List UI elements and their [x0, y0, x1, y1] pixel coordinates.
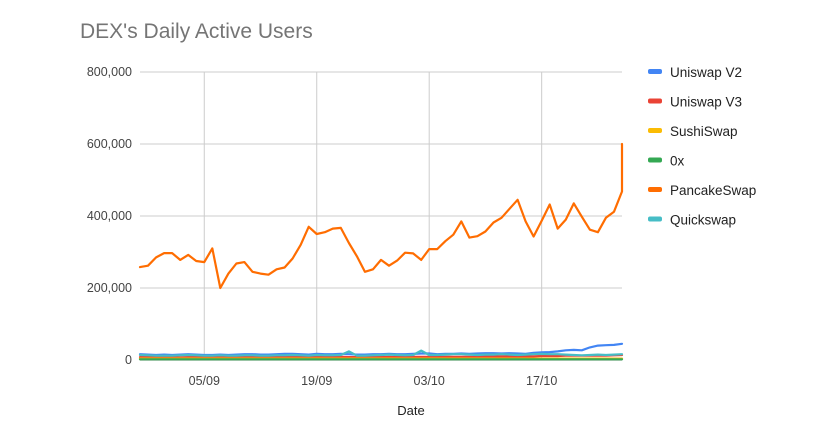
series-line-quickswap [138, 349, 624, 357]
series-line-uniswap-v3 [138, 353, 624, 359]
x-tick-label: 17/10 [526, 374, 557, 388]
axis-layer: 0 200,000 400,000 600,000 800,000 05/09 19/09 0… [87, 65, 558, 418]
legend-swatch-quickswap [648, 216, 662, 222]
series-layer [138, 142, 624, 361]
x-tick-label: 05/09 [189, 374, 220, 388]
legend-label-uniswap-v2: Uniswap V2 [670, 65, 742, 80]
legend-layer: Uniswap V2 Uniswap V3 SushiSwap 0x PancakeSw… [648, 65, 756, 228]
legend-swatch-0x [648, 157, 662, 163]
y-tick-label: 400,000 [87, 209, 132, 223]
legend-label-0x: 0x [670, 154, 685, 169]
chart-title: DEX's Daily Active Users [80, 20, 313, 43]
legend-swatch-uniswap-v2 [648, 69, 662, 74]
y-tick-label: 600,000 [87, 137, 132, 151]
y-tick-label: 200,000 [87, 281, 132, 295]
legend-swatch-sushiswap [648, 128, 662, 133]
legend-swatch-uniswap-v3 [648, 98, 662, 104]
grid-layer [140, 71, 622, 361]
x-tick-label: 19/09 [301, 374, 332, 388]
legend-label-sushiswap: SushiSwap [670, 124, 738, 139]
legend-label-quickswap: Quickswap [670, 213, 736, 228]
y-tick-label: 800,000 [87, 65, 132, 79]
x-axis-title: Date [397, 403, 424, 418]
legend-label-pancakeswap: PancakeSwap [670, 183, 756, 198]
legend-swatch-pancakeswap [648, 187, 662, 192]
series-line-pancakeswap [138, 142, 624, 290]
legend-label-uniswap-v3: Uniswap V3 [670, 95, 742, 110]
x-tick-label: 03/10 [414, 374, 445, 388]
y-tick-label: 0 [125, 353, 132, 367]
